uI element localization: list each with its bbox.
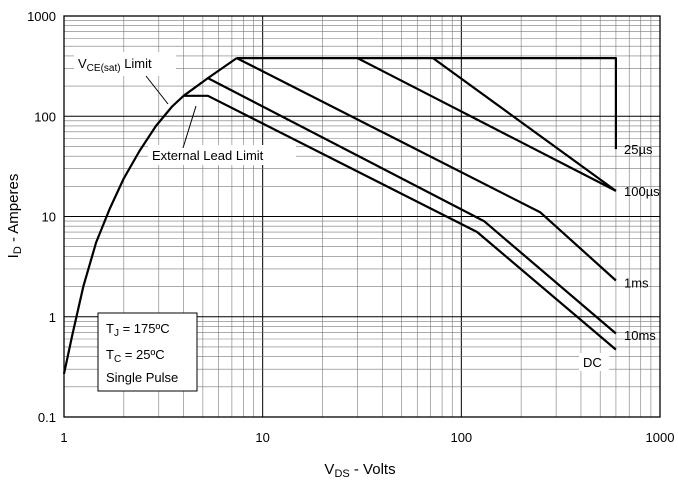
series-line-25-s bbox=[236, 57, 617, 150]
series-line-vce-sat-limit bbox=[62, 57, 238, 375]
y-tick-label: 1000 bbox=[27, 9, 56, 24]
series-line-dc bbox=[183, 94, 617, 351]
series-label: 25µs bbox=[624, 142, 653, 157]
x-tick-label: 10 bbox=[255, 430, 269, 445]
x-tick-label: 100 bbox=[450, 430, 472, 445]
vce-annotation-bg bbox=[74, 52, 176, 76]
y-axis-title: ID - Amperes bbox=[5, 174, 24, 259]
series-label: 1ms bbox=[624, 275, 649, 290]
x-axis-title: VDS - Volts bbox=[324, 461, 395, 480]
tick-labels: 1 10 100 1000 0.1 1 10 100 1000 bbox=[27, 9, 674, 445]
tc-condition: TC = 25ºC bbox=[106, 347, 165, 365]
conditions-box: TJ = 175ºC TC = 25ºC Single Pulse bbox=[97, 312, 198, 392]
vce-annotation: VCE(sat) Limit bbox=[74, 52, 176, 105]
series-line-100-s bbox=[356, 57, 617, 192]
series-label: 100µs bbox=[624, 184, 660, 199]
vce-leader-line bbox=[145, 75, 169, 105]
vce-annotation-text: VCE(sat) Limit bbox=[78, 56, 152, 74]
dc-label: DC bbox=[583, 355, 602, 370]
external-lead-bg bbox=[148, 145, 296, 165]
external-lead-annotation: External Lead Limit bbox=[148, 105, 296, 165]
plot-frame bbox=[63, 15, 661, 418]
curves bbox=[62, 57, 617, 375]
dc-label-group: DC bbox=[579, 353, 609, 371]
y-tick-label: 10 bbox=[42, 210, 56, 225]
y-tick-label: 0.1 bbox=[38, 410, 56, 425]
external-lead-leader bbox=[182, 105, 197, 149]
tj-condition: TJ = 175ºC bbox=[106, 321, 170, 339]
y-tick-label: 1 bbox=[49, 310, 56, 325]
series-line-10ms bbox=[207, 77, 617, 335]
x-tick-label: 1 bbox=[60, 430, 67, 445]
series-line-1ms bbox=[236, 57, 617, 282]
pulse-condition: Single Pulse bbox=[106, 370, 178, 385]
external-lead-text: External Lead Limit bbox=[152, 148, 264, 163]
series-line-1ms bbox=[432, 57, 617, 192]
series-label: 10ms bbox=[624, 328, 656, 343]
y-tick-label: 100 bbox=[34, 109, 56, 124]
x-tick-label: 1000 bbox=[646, 430, 675, 445]
conditions-box-border bbox=[97, 312, 198, 392]
dc-label-bg bbox=[579, 353, 609, 371]
series-labels: 25µs 100µs 1ms 10ms bbox=[624, 142, 660, 343]
